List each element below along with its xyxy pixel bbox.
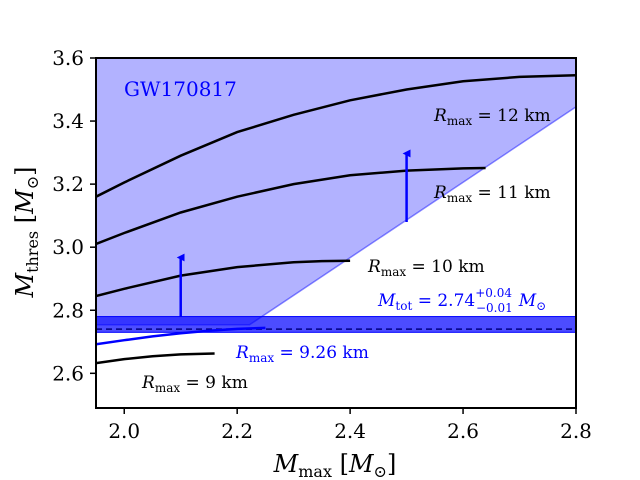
curve-label-1: Rmax = 11 km <box>433 183 551 205</box>
curve-label-3: Rmax = 9.26 km <box>235 343 369 365</box>
curve-rmax-3 <box>96 326 266 346</box>
total-mass-band <box>96 316 576 333</box>
curve-label-4: Rmax = 9 km <box>141 373 248 395</box>
y-tick-label: 3.6 <box>52 46 84 70</box>
y-tick-label: 3.2 <box>52 172 84 196</box>
curve-rmax-0 <box>96 74 576 198</box>
x-tick-label: 2.2 <box>221 419 253 443</box>
x-tick-label: 2.0 <box>108 419 140 443</box>
plot-frame <box>95 57 577 409</box>
y-tick-label: 2.8 <box>52 298 84 322</box>
curve-rmax-1 <box>96 166 486 246</box>
y-tick-label: 3.0 <box>52 235 84 259</box>
curve-rmax-4 <box>96 352 215 365</box>
event-label: GW170817 <box>124 77 237 101</box>
excluded-region <box>96 58 576 326</box>
total-mass-label: Mtot = 2.74+0.04 −0.01 M⊙ <box>377 286 546 315</box>
x-tick-label: 2.4 <box>334 419 366 443</box>
curve-label-2: Rmax = 10 km <box>367 257 485 279</box>
curve-label-0: Rmax = 12 km <box>433 106 551 128</box>
y-tick-label: 2.6 <box>52 361 84 385</box>
x-tick-label: 2.6 <box>447 419 479 443</box>
y-tick-label: 3.4 <box>52 109 84 133</box>
curve-rmax-2 <box>96 259 351 298</box>
x-tick-label: 2.8 <box>560 419 592 443</box>
x-axis-label: Mmax [M⊙] <box>273 450 397 480</box>
y-axis-label: Mthres [M⊙] <box>11 167 42 299</box>
